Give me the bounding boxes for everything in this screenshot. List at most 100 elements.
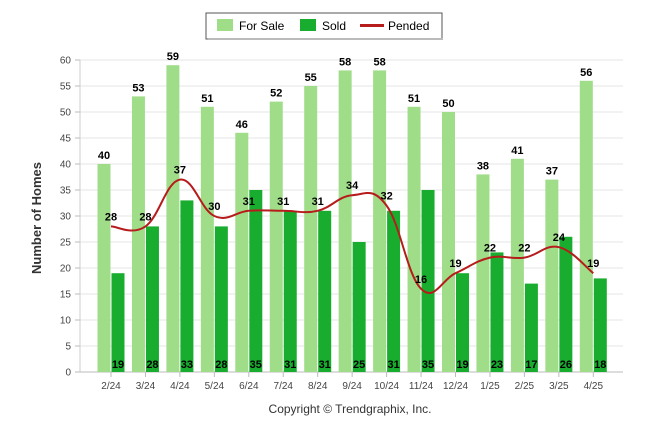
data-label-pended: 32 bbox=[380, 191, 392, 203]
data-label-for-sale: 40 bbox=[98, 150, 110, 162]
legend-swatch-sold bbox=[300, 19, 316, 31]
legend-box bbox=[205, 12, 443, 40]
data-label-pended: 34 bbox=[346, 180, 359, 192]
data-label-pended: 16 bbox=[415, 274, 427, 286]
bar-for-sale[interactable] bbox=[304, 86, 318, 372]
y-tick-label: 5 bbox=[65, 342, 71, 353]
x-tick-label: 10/24 bbox=[374, 381, 399, 392]
data-label-for-sale: 59 bbox=[167, 51, 179, 63]
data-label-sold: 31 bbox=[284, 359, 296, 371]
data-label-for-sale: 38 bbox=[477, 160, 489, 172]
y-tick-label: 35 bbox=[60, 186, 72, 197]
data-label-sold: 17 bbox=[525, 359, 537, 371]
data-label-for-sale: 56 bbox=[580, 67, 592, 79]
data-label-pended: 24 bbox=[553, 232, 566, 244]
pended-line-layer bbox=[110, 178, 594, 294]
data-label-sold: 33 bbox=[181, 359, 193, 371]
data-label-sold: 26 bbox=[560, 359, 572, 371]
legend-swatch-pended bbox=[360, 24, 384, 27]
bar-for-sale[interactable] bbox=[338, 70, 352, 373]
bar-for-sale[interactable] bbox=[476, 174, 490, 372]
data-label-sold: 28 bbox=[215, 359, 227, 371]
axes: 0 5 10 15 20 25 30 35 40 45 50 55 60 2/24 3/24 4/24 5/24… bbox=[60, 56, 623, 392]
data-label-pended: 30 bbox=[208, 201, 220, 213]
legend-shadow bbox=[208, 38, 443, 40]
bar-sold[interactable] bbox=[387, 210, 401, 372]
bar-for-sale[interactable] bbox=[373, 70, 387, 373]
bar-for-sale[interactable] bbox=[442, 112, 455, 372]
x-tick-label: 7/24 bbox=[274, 381, 294, 392]
bar-for-sale[interactable] bbox=[166, 65, 180, 372]
data-label-pended: 19 bbox=[587, 258, 599, 270]
x-tick-label: 9/24 bbox=[342, 381, 362, 392]
data-label-for-sale: 53 bbox=[132, 82, 144, 94]
data-label-sold: 18 bbox=[594, 359, 606, 371]
x-tick-label: 12/24 bbox=[443, 381, 468, 392]
bar-sold[interactable] bbox=[456, 273, 469, 372]
legend-label-pended: Pended bbox=[388, 19, 429, 33]
data-label-pended: 37 bbox=[174, 165, 186, 177]
data-label-sold: 35 bbox=[250, 359, 262, 371]
x-tick-label: 4/25 bbox=[584, 381, 604, 392]
data-label-sold: 19 bbox=[112, 359, 124, 371]
y-tick-label: 15 bbox=[60, 290, 72, 301]
x-tick-label: 4/24 bbox=[170, 381, 190, 392]
bar-for-sale[interactable] bbox=[407, 106, 421, 373]
bar-for-sale[interactable] bbox=[545, 179, 559, 372]
bar-sold[interactable] bbox=[145, 226, 159, 372]
bar-sold[interactable] bbox=[524, 283, 538, 372]
legend-label-sold: Sold bbox=[322, 19, 346, 33]
y-tick-label: 0 bbox=[65, 368, 71, 379]
data-label-for-sale: 37 bbox=[546, 166, 558, 178]
y-axis-title: Number of Homes bbox=[29, 162, 44, 274]
x-tick-label: 11/24 bbox=[409, 381, 434, 392]
bar-for-sale[interactable] bbox=[510, 158, 524, 372]
data-label-pended: 31 bbox=[277, 196, 289, 208]
bars bbox=[97, 65, 607, 373]
bar-sold[interactable] bbox=[559, 236, 573, 372]
x-tick-label: 6/24 bbox=[239, 381, 259, 392]
data-label-pended: 31 bbox=[243, 196, 255, 208]
bar-sold[interactable] bbox=[421, 190, 435, 372]
bar-sold[interactable] bbox=[593, 278, 607, 372]
data-label-pended: 28 bbox=[139, 211, 151, 223]
data-label-pended: 31 bbox=[312, 196, 324, 208]
y-tick-label: 30 bbox=[60, 212, 72, 223]
pended-line[interactable] bbox=[110, 178, 594, 294]
data-label-pended: 19 bbox=[449, 258, 461, 270]
bar-for-sale[interactable] bbox=[269, 101, 283, 372]
bar-sold[interactable] bbox=[180, 200, 194, 372]
bar-sold[interactable] bbox=[318, 210, 332, 372]
data-label-sold: 19 bbox=[456, 359, 468, 371]
data-label-for-sale: 55 bbox=[305, 72, 317, 84]
y-tick-label: 55 bbox=[60, 82, 72, 93]
bar-for-sale[interactable] bbox=[235, 132, 249, 372]
data-label-sold: 23 bbox=[491, 359, 503, 371]
legend[interactable]: For Sale Sold Pended bbox=[205, 12, 443, 40]
data-label-sold: 35 bbox=[422, 359, 434, 371]
y-tick-label: 40 bbox=[60, 160, 72, 171]
data-label-for-sale: 41 bbox=[511, 145, 523, 157]
bar-for-sale[interactable] bbox=[131, 96, 145, 373]
data-label-for-sale: 58 bbox=[339, 56, 351, 68]
y-tick-label: 45 bbox=[60, 134, 72, 145]
data-label-pended: 22 bbox=[484, 243, 496, 255]
bar-for-sale[interactable] bbox=[579, 80, 593, 373]
bar-for-sale[interactable] bbox=[97, 164, 111, 372]
bar-sold[interactable] bbox=[214, 226, 228, 372]
x-tick-label: 2/24 bbox=[101, 381, 121, 392]
data-label-for-sale: 58 bbox=[373, 56, 385, 68]
x-tick-label: 5/24 bbox=[205, 381, 225, 392]
bar-sold[interactable] bbox=[111, 273, 125, 372]
bar-sold[interactable] bbox=[352, 242, 366, 372]
bar-sold[interactable] bbox=[283, 210, 297, 372]
bar-sold[interactable] bbox=[490, 252, 504, 372]
y-tick-label: 50 bbox=[60, 108, 72, 119]
data-label-for-sale: 50 bbox=[442, 98, 454, 110]
data-labels: 40 19 53 28 59 33 51 28 46 35 52 31 55 31 58 25 58 31 51 35… bbox=[98, 51, 607, 371]
data-label-for-sale: 52 bbox=[270, 88, 282, 100]
bar-sold[interactable] bbox=[249, 190, 263, 372]
bar-for-sale[interactable] bbox=[200, 106, 214, 373]
